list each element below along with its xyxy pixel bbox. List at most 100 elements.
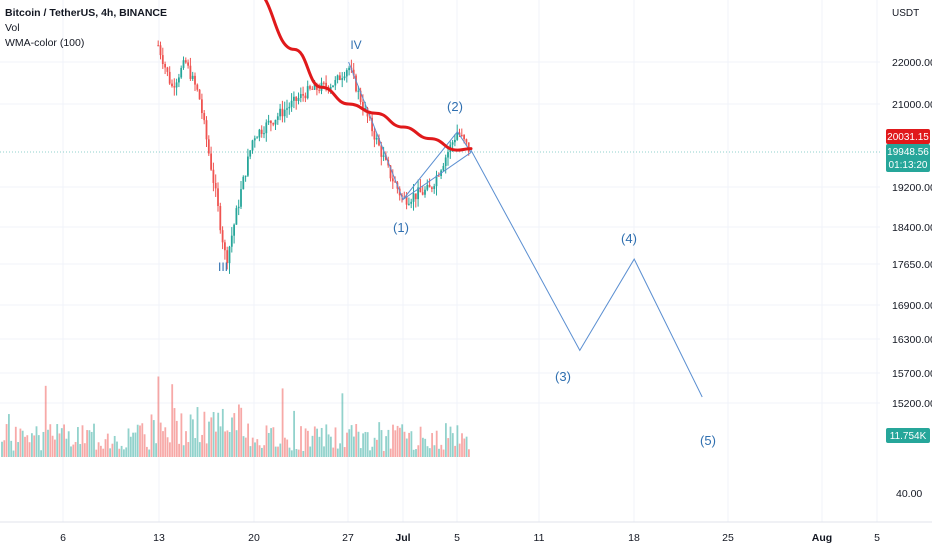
volume-bar	[44, 385, 47, 457]
volume-bar	[162, 431, 164, 457]
candle-body	[431, 187, 433, 189]
price-tick: 16300.00	[892, 334, 932, 346]
volume-bar	[399, 427, 401, 457]
volume-bar	[185, 431, 187, 457]
volume-bar	[100, 445, 102, 457]
wave-label-2: (2)	[447, 99, 463, 114]
volume-bar	[10, 440, 13, 457]
volume-bar	[304, 428, 307, 457]
volume-bar	[79, 444, 82, 457]
candle-body	[233, 224, 235, 236]
volume-bar	[141, 423, 144, 457]
candle-body	[318, 89, 321, 91]
volume-bar	[1, 441, 3, 457]
candle-body	[203, 113, 206, 121]
volume-bar	[198, 442, 201, 457]
volume-bar	[175, 420, 178, 457]
volume-bar	[33, 435, 36, 457]
volume-bar	[74, 441, 77, 457]
volume-badge	[886, 428, 930, 443]
volume-bar	[210, 417, 213, 457]
candle-body	[184, 60, 187, 63]
candle-body	[403, 196, 406, 198]
candle-body	[159, 45, 162, 56]
volume-value-text: 11.754K	[890, 431, 927, 442]
volume-bar	[389, 448, 392, 457]
volume-bar	[221, 408, 224, 457]
candle-body	[410, 201, 413, 204]
volume-bar	[155, 443, 157, 457]
volume-bar	[169, 442, 171, 457]
candle-body	[297, 97, 300, 102]
volume-bar	[415, 449, 417, 457]
volume-bar	[311, 435, 314, 457]
volume-bar	[463, 438, 466, 457]
candle-body	[385, 155, 387, 160]
price-tick: 18400.00	[892, 222, 932, 234]
volume-bar	[325, 424, 328, 457]
volume-bar	[194, 438, 197, 457]
candle-body	[290, 100, 293, 107]
candle-body	[235, 208, 238, 225]
candle-body	[355, 75, 357, 92]
last-price-badge	[886, 144, 930, 172]
volume-bar	[228, 432, 231, 457]
candle-body	[458, 132, 461, 135]
wma-value-badge	[886, 129, 930, 144]
volume-bar	[339, 443, 341, 457]
volume-bar	[125, 447, 128, 457]
candle-body	[240, 189, 242, 207]
candle-body	[283, 109, 286, 117]
volume-bar	[256, 439, 259, 457]
volume-bar	[219, 426, 222, 457]
volume-bar	[313, 426, 316, 457]
volume-bar	[212, 412, 215, 457]
volume-bar	[187, 442, 190, 457]
candle-body	[286, 108, 288, 110]
candle-body	[368, 116, 371, 118]
candle-body	[428, 184, 431, 188]
volume-bar	[166, 437, 169, 457]
candle-body	[237, 206, 240, 209]
candle-body	[339, 75, 341, 80]
volume-bar	[408, 432, 410, 457]
candle-body	[217, 188, 219, 207]
volume-bar	[143, 434, 146, 457]
volume-indicator-label[interactable]: Vol	[5, 22, 20, 34]
candle-body	[352, 69, 355, 76]
time-tick: 11	[534, 532, 545, 544]
candle-body	[175, 82, 178, 88]
candle-body	[210, 153, 212, 170]
volume-bar	[336, 448, 339, 457]
volume-bar	[180, 413, 183, 457]
volume-bar	[109, 448, 111, 457]
candle-body	[435, 175, 438, 187]
candle-body	[343, 76, 346, 79]
volume-bar	[77, 427, 79, 457]
candle-body	[306, 86, 309, 99]
volume-bar	[134, 432, 137, 457]
volume-bar	[281, 388, 284, 457]
price-tick: 15700.00	[892, 368, 932, 380]
wma-indicator-label[interactable]: WMA-color (100)	[5, 37, 85, 49]
volume-bar	[56, 424, 59, 457]
volume-bar	[401, 424, 404, 457]
wave-label-IV: IV	[350, 38, 361, 52]
volume-bar	[242, 436, 245, 457]
volume-bar	[235, 430, 238, 457]
volume-bar	[72, 444, 75, 457]
candle-body	[309, 86, 311, 89]
volume-bar	[350, 425, 353, 457]
symbol-title[interactable]: Bitcoin / TetherUS, 4h, BINANCE	[5, 7, 167, 19]
candle-body	[334, 79, 337, 86]
wma-value-text: 20031.15	[887, 132, 929, 143]
volume-bar	[433, 445, 436, 457]
chart-legend: Bitcoin / TetherUS, 4h, BINANCE Vol WMA-…	[5, 6, 167, 51]
candle-body	[226, 250, 229, 264]
volume-bar	[37, 435, 40, 457]
volume-bar	[428, 448, 431, 457]
volume-bar	[323, 446, 325, 457]
volume-bar	[316, 428, 318, 457]
volume-bar	[270, 428, 272, 457]
